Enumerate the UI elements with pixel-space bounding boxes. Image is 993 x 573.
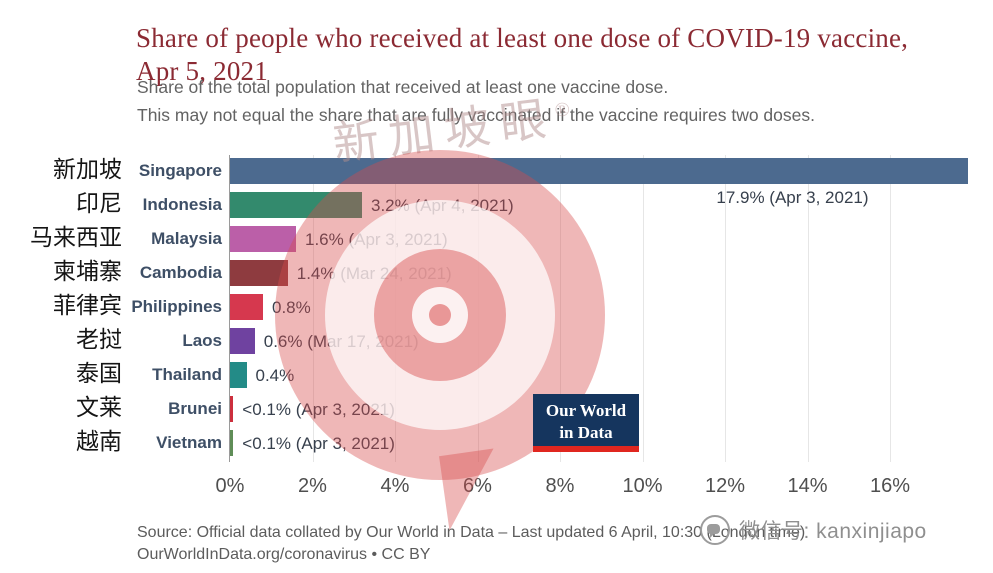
row-label-zh-singapore: 新加坡 — [53, 157, 122, 182]
bar-thailand — [230, 362, 247, 388]
row-label-malaysia: Malaysia — [151, 229, 222, 248]
x-gridline — [807, 155, 809, 462]
value-label-singapore: 17.9% (Apr 3, 2021) — [716, 188, 869, 207]
watermark-logo-center-dot — [429, 304, 451, 326]
x-gridline — [725, 155, 726, 462]
wechat-credit: 微信号: kanxinjiapo — [700, 515, 927, 545]
owid-logo-line2: in Data — [559, 422, 613, 442]
chart-title: Share of people who received at least on… — [136, 23, 909, 87]
value-label-brunei: <0.1% (Apr 3, 2021) — [242, 400, 395, 419]
row-label-zh-malaysia: 马来西亚 — [30, 225, 122, 250]
watermark-logo-pupil-highlight — [412, 287, 468, 343]
bar-laos — [230, 328, 255, 354]
bar-indonesia — [230, 192, 362, 218]
value-label-vietnam: <0.1% (Apr 3, 2021) — [242, 434, 395, 453]
value-label-philippines: 0.8% — [272, 298, 311, 317]
x-tick-label: 16% — [869, 475, 911, 497]
x-tick-label: 10% — [622, 475, 663, 497]
value-label-malaysia: 1.6% (Apr 3, 2021) — [305, 230, 448, 249]
x-tick-label: 0% — [215, 475, 245, 497]
chart-subtitle-line1: Share of the total population that recei… — [137, 77, 669, 97]
value-label-indonesia: 3.2% (Apr 4, 2021) — [371, 196, 514, 215]
x-gridline — [312, 155, 314, 462]
row-label-indonesia: Indonesia — [142, 195, 222, 214]
x-tick-label: 2% — [298, 475, 327, 497]
row-label-zh-philippines: 菲律宾 — [53, 293, 122, 318]
x-tick-label: 8% — [545, 475, 575, 497]
row-label-vietnam: Vietnam — [156, 433, 222, 452]
x-tick-label: 14% — [787, 475, 828, 497]
value-label-thailand: 0.4% — [255, 366, 295, 385]
row-label-laos: Laos — [182, 331, 222, 350]
row-label-zh-vietnam: 越南 — [76, 429, 122, 454]
bar-brunei — [230, 396, 234, 422]
row-label-cambodia: Cambodia — [139, 263, 222, 282]
row-label-brunei: Brunei — [168, 399, 222, 418]
wechat-icon — [700, 515, 730, 545]
x-gridline — [890, 155, 891, 462]
wechat-id-label: 微信号: kanxinjiapo — [739, 520, 927, 543]
chart-subtitle-line2: This may not equal the share that are fu… — [137, 104, 815, 125]
x-gridline — [642, 155, 644, 462]
chart-subtitle: Share of the total population that recei… — [137, 74, 815, 129]
row-label-zh-cambodia: 柬埔寨 — [53, 259, 122, 284]
row-label-singapore: Singapore — [138, 161, 222, 180]
row-label-thailand: Thailand — [152, 365, 222, 384]
bar-malaysia — [230, 226, 296, 252]
bar-cambodia — [230, 260, 288, 286]
x-tick-label: 4% — [380, 475, 410, 497]
x-tick-label: 12% — [704, 475, 746, 497]
x-gridline — [560, 155, 561, 462]
bar-singapore — [230, 158, 969, 184]
row-label-zh-indonesia: 印尼 — [76, 191, 122, 216]
row-label-zh-laos: 老挝 — [76, 327, 122, 352]
value-label-cambodia: 1.4% (Mar 24, 2021) — [296, 264, 452, 283]
row-label-zh-brunei: 文莱 — [76, 395, 122, 420]
bar-philippines — [230, 294, 263, 320]
row-label-philippines: Philippines — [131, 297, 222, 316]
our-world-in-data-logo: Our World in Data — [533, 394, 639, 452]
x-tick-label: 6% — [463, 475, 492, 497]
source-line: Source: Official data collated by Our Wo… — [137, 524, 806, 541]
license-line: OurWorldInData.org/coronavirus • CC BY — [137, 546, 431, 563]
value-label-laos: 0.6% (Mar 17, 2021) — [263, 332, 419, 351]
bar-vietnam — [230, 430, 234, 456]
owid-logo-line1: Our World — [545, 401, 627, 420]
y-axis-line — [229, 155, 230, 462]
row-label-zh-thailand: 泰国 — [76, 361, 122, 386]
